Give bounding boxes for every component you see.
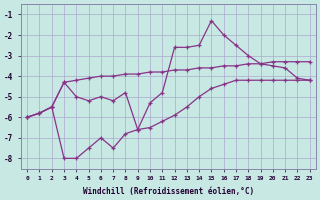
- X-axis label: Windchill (Refroidissement éolien,°C): Windchill (Refroidissement éolien,°C): [83, 187, 254, 196]
